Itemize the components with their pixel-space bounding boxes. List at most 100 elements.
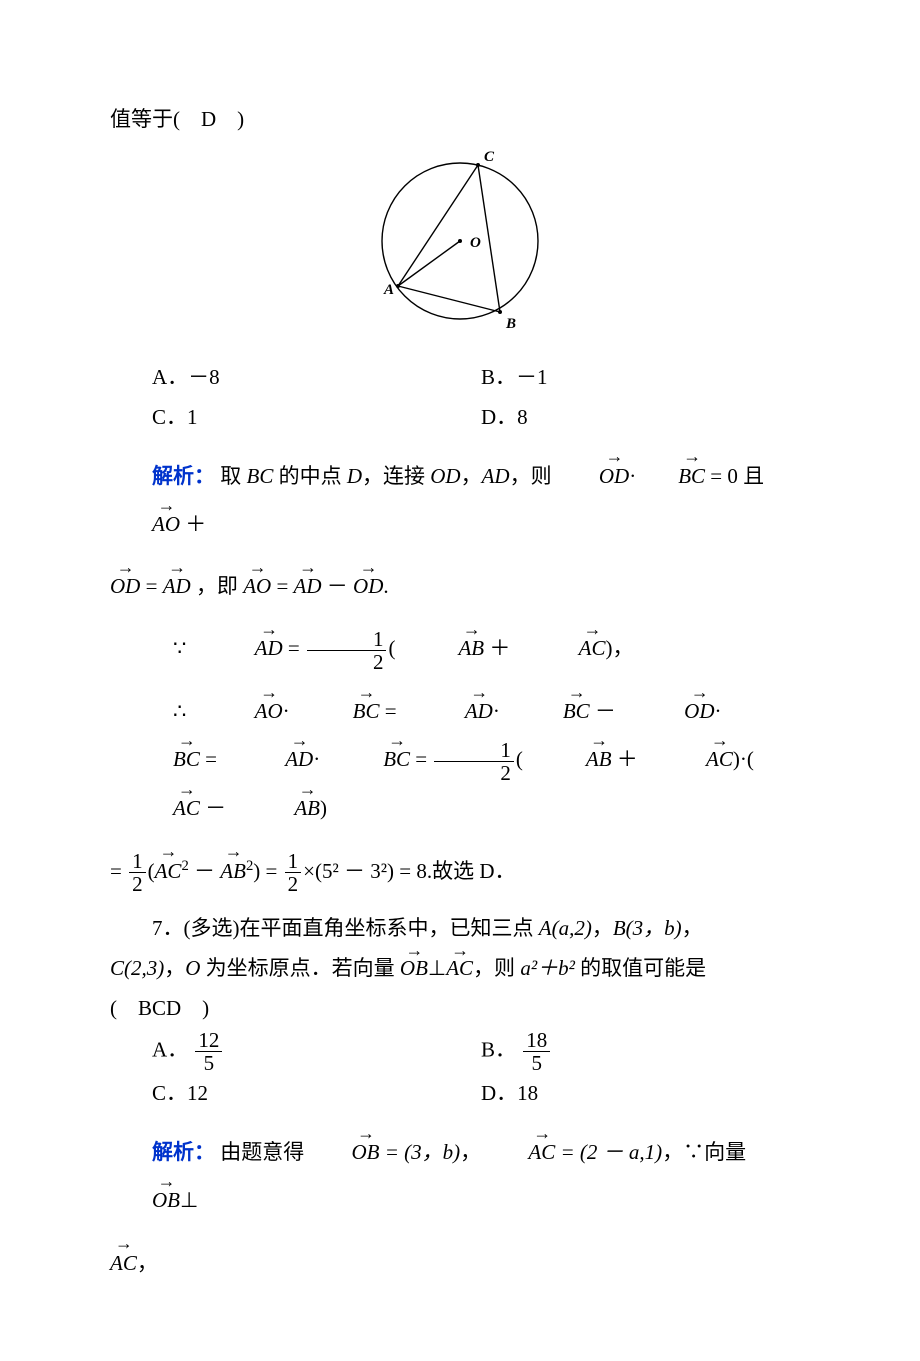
q7-option-a: A． 125 [152, 1029, 481, 1074]
calc-tail: 故选 D． [432, 859, 515, 883]
text: ，连接 [362, 464, 430, 488]
option-label: D． [481, 1081, 517, 1105]
vec-AD: →AD [163, 562, 191, 610]
text: = 0 且 [710, 464, 764, 488]
tail: ， [137, 1251, 158, 1275]
frac-half: 12 [307, 628, 387, 673]
q7-solution-line-1: 解析： 由题意得 →OB = (3，b)， →AC = (2 － a,1)，∵向… [110, 1128, 810, 1225]
vec-AC: →AC [110, 1239, 137, 1287]
option-value: －8 [188, 365, 220, 389]
q6-option-d: D．8 [481, 398, 810, 438]
text: 取 [220, 464, 246, 488]
option-label: A． [152, 1037, 188, 1061]
frac-den: 2 [285, 872, 302, 895]
text: ，∵向量 [662, 1140, 746, 1164]
pt-O: O [185, 956, 200, 980]
exam-page: 值等于( D ) OABC A．－8 B．－1 C．1 D．8 解析： 取 BC… [0, 0, 920, 1361]
frac-num: 1 [307, 628, 387, 650]
text: ，则 [473, 956, 520, 980]
text: AD [482, 464, 510, 488]
frac-den: 5 [195, 1051, 222, 1074]
vec-AD: →AD [294, 562, 322, 610]
vec-AB: →AB [523, 735, 612, 783]
vec-AC: →AC [446, 949, 473, 989]
vec-AC: →AC [486, 1128, 555, 1176]
vec-AO: →AO [243, 562, 271, 610]
frac-den: 5 [523, 1051, 550, 1074]
frac-num: 1 [285, 850, 302, 872]
answer-letters: BCD [138, 996, 181, 1020]
val: = (3，b) [380, 1140, 461, 1164]
q6-solution-line-4: ∴ →AO·→BC = →AD·→BC － →OD·→BC = →AD·→BC … [110, 687, 810, 832]
q6-solution-line-2: →OD = →AD ，即 →AO = →AD － →OD. [110, 562, 810, 610]
option-label: C． [152, 1081, 187, 1105]
text: = [288, 636, 305, 660]
q6-diagram: OABC [350, 146, 570, 336]
q7-stem-line-2: C(2,3)，O 为坐标原点．若向量 →OB⊥→AC，则 a²＋b² 的取值可能… [110, 949, 810, 989]
vec-OD: →OD [353, 562, 383, 610]
vec-AB: →AB [231, 784, 320, 832]
q6-option-b: B．－1 [481, 358, 810, 398]
calc-numbers: ×(5² － 3²) = 8. [303, 859, 432, 883]
vec-AC: →AC [516, 624, 606, 672]
text: ，则 [510, 464, 552, 488]
vec-AO: →AO [110, 500, 180, 548]
q6-options-row-2: C．1 D．8 [152, 398, 810, 438]
text: 的取值可能是 [575, 956, 706, 980]
frac-den: 2 [434, 761, 514, 784]
frac: 185 [523, 1029, 550, 1074]
vec-OD: →OD [557, 452, 629, 500]
multi-tag: (多选) [184, 916, 240, 940]
q7-option-c: C．12 [152, 1074, 481, 1114]
q6-options-row-1: A．－8 B．－1 [152, 358, 810, 398]
vec-AD: →AD [402, 687, 493, 735]
frac-half: 12 [129, 850, 146, 895]
option-value: 12 [187, 1081, 208, 1105]
svg-text:A: A [383, 282, 394, 298]
vec-OB: →OB [110, 1176, 180, 1224]
q7-answer-bracket: ( BCD ) [110, 989, 810, 1029]
text: 为坐标原点．若向量 [200, 956, 394, 980]
q6-solution-line-3: ∵ →AD = 12(→AB ＋ →AC)， [110, 624, 810, 673]
text: ＋ [185, 512, 206, 536]
svg-text:B: B [505, 316, 516, 332]
text: = [276, 574, 293, 598]
svg-text:C: C [484, 149, 495, 165]
val: = (2 － a,1) [555, 1140, 662, 1164]
q6-option-c: C．1 [152, 398, 481, 438]
q6-tail-line: 值等于( D ) [110, 100, 810, 140]
vec-OB: →OB [400, 949, 428, 989]
vec-AD: →AD [192, 624, 283, 672]
perp: ⊥ [180, 1188, 198, 1212]
text: OD [430, 464, 460, 488]
frac-den: 2 [307, 650, 387, 673]
option-value: 8 [517, 405, 528, 429]
vec-AC: →AC [643, 735, 733, 783]
text: D [347, 464, 362, 488]
q6-option-a: A．－8 [152, 358, 481, 398]
pt-A: A(a,2) [539, 916, 592, 940]
pt-B: B(3，b) [613, 916, 682, 940]
q7-options-row-2: C．12 D．18 [152, 1074, 810, 1114]
text: 由题意得 [220, 1140, 304, 1164]
expr: a²＋b² [520, 956, 575, 980]
option-label: A． [152, 365, 188, 389]
comma: ， [682, 916, 703, 940]
because: ∵ [173, 636, 186, 660]
q6-diagram-wrap: OABC [110, 146, 810, 350]
frac-num: 1 [434, 739, 514, 761]
vec-BC: →BC [636, 452, 705, 500]
vec-OD: →OD [110, 562, 140, 610]
option-label: D． [481, 405, 517, 429]
q7-option-b: B． 185 [481, 1029, 810, 1074]
vec-AC: →AC [155, 847, 182, 895]
comma: ， [592, 916, 613, 940]
q7-solution-line-2: →AC， [110, 1239, 810, 1287]
text: 在平面直角坐标系中，已知三点 [240, 916, 539, 940]
option-label: C． [152, 405, 187, 429]
option-label: B． [481, 1037, 516, 1061]
q7-options-row-1: A． 125 B． 185 [152, 1029, 810, 1074]
q7-number: 7． [152, 916, 184, 940]
vec-AB: →AB [220, 847, 246, 895]
frac-half: 12 [285, 850, 302, 895]
